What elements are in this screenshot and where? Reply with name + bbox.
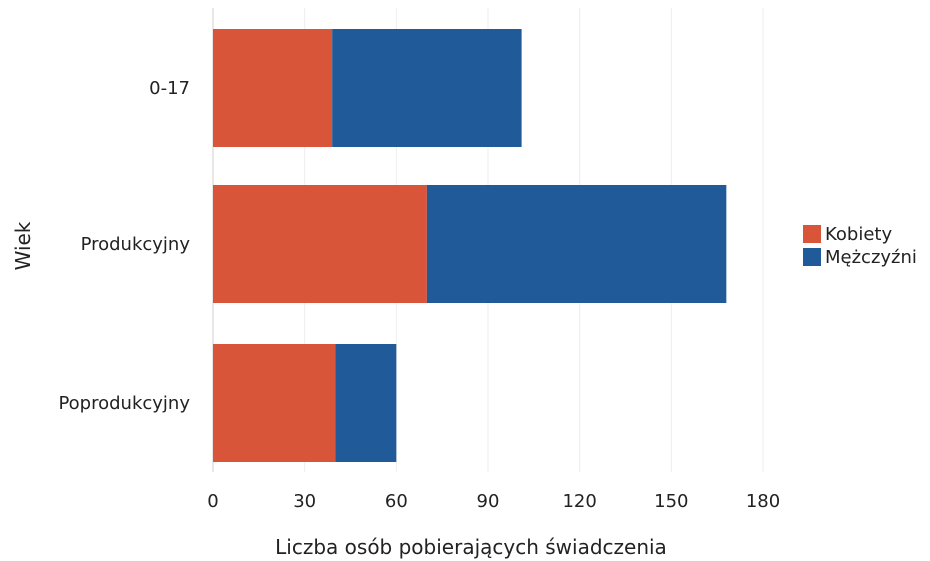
x-tick-label-60: 60 xyxy=(385,491,408,512)
x-tick-label-90: 90 xyxy=(477,491,500,512)
x-axis-ticks: 0 30 60 90 120 150 180 xyxy=(207,491,780,512)
bars xyxy=(213,29,727,462)
x-tick-label-30: 30 xyxy=(293,491,316,512)
x-tick-label-120: 120 xyxy=(562,491,596,512)
bar-0-17-mezczyzni xyxy=(332,29,522,147)
y-axis-ticks: 0-17 Produkcyjny Poprodukcyjny xyxy=(58,78,190,414)
bar-produkcyjny-kobiety xyxy=(213,185,427,303)
x-axis-title: Liczba osób pobierających świadczenia xyxy=(275,535,667,559)
legend-swatch-1 xyxy=(803,248,821,266)
y-tick-label-2: Poprodukcyjny xyxy=(58,393,190,414)
y-tick-label-0: 0-17 xyxy=(149,78,190,99)
bar-0-17-kobiety xyxy=(213,29,333,147)
bar-produkcyjny-mezczyzni xyxy=(426,185,727,303)
legend-label-1: Mężczyźni xyxy=(825,247,917,268)
bar-poprodukcyjny-mezczyzni xyxy=(335,344,397,462)
y-tick-label-1: Produkcyjny xyxy=(81,234,191,255)
y-axis-title: Wiek xyxy=(11,221,35,270)
legend-swatch-0 xyxy=(803,225,821,243)
legend-label-0: Kobiety xyxy=(825,224,892,245)
x-tick-label-0: 0 xyxy=(207,491,218,512)
x-tick-label-180: 180 xyxy=(746,491,780,512)
x-tick-label-150: 150 xyxy=(654,491,688,512)
bar-poprodukcyjny-kobiety xyxy=(213,344,336,462)
